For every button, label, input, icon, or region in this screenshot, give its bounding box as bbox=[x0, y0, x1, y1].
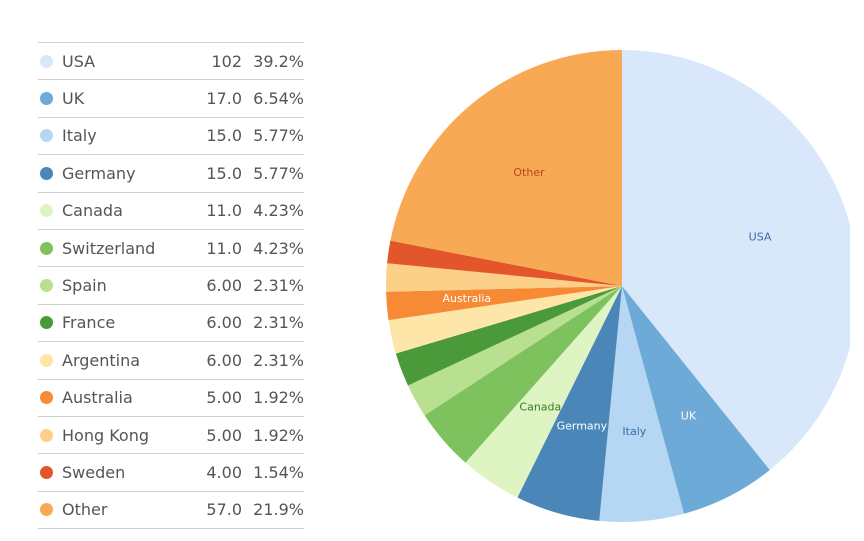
pie-slice-france[interactable] bbox=[395, 286, 622, 386]
legend-row[interactable]: Hong Kong 5.00 1.92% bbox=[38, 416, 304, 455]
pie-slice-sweden[interactable] bbox=[387, 240, 622, 286]
legend-value: 11.0 bbox=[182, 229, 242, 268]
legend-swatch bbox=[40, 241, 53, 255]
legend-row[interactable]: Italy 15.0 5.77% bbox=[38, 117, 304, 156]
pie-slices bbox=[386, 50, 850, 523]
legend-swatch bbox=[40, 129, 53, 143]
slice-label-uk: UK bbox=[681, 409, 697, 422]
pie-slice-usa[interactable] bbox=[622, 50, 850, 470]
legend-percent: 1.92% bbox=[242, 416, 304, 455]
legend-value: 15.0 bbox=[182, 154, 242, 193]
legend-percent: 6.54% bbox=[242, 79, 304, 118]
pie-slice-uk[interactable] bbox=[622, 286, 770, 514]
legend-swatch bbox=[40, 166, 53, 180]
legend-row[interactable]: Argentina 6.00 2.31% bbox=[38, 341, 304, 380]
legend-row[interactable]: UK 17.0 6.54% bbox=[38, 79, 304, 118]
legend-row[interactable]: Switzerland 11.0 4.23% bbox=[38, 229, 304, 268]
legend-label: Argentina bbox=[62, 341, 182, 380]
legend-row[interactable]: Germany 15.0 5.77% bbox=[38, 154, 304, 193]
legend-percent: 2.31% bbox=[242, 341, 304, 380]
legend-percent: 1.54% bbox=[242, 453, 304, 492]
legend-percent: 21.9% bbox=[242, 491, 304, 530]
pie-slice-spain[interactable] bbox=[407, 286, 622, 416]
legend-label: Spain bbox=[62, 266, 182, 305]
legend-percent: 2.31% bbox=[242, 304, 304, 343]
pie-chart: USA UK Italy Germany Canada Australia Other bbox=[386, 50, 850, 523]
pie-slice-other[interactable] bbox=[390, 50, 622, 286]
legend-value: 5.00 bbox=[182, 379, 242, 417]
legend-percent: 4.23% bbox=[242, 229, 304, 268]
legend-row[interactable]: Other 57.0 21.9% bbox=[38, 491, 304, 530]
pie-labels: USA UK Italy Germany Canada Australia Other bbox=[442, 166, 771, 438]
slice-label-germany: Germany bbox=[557, 420, 608, 433]
legend-percent: 2.31% bbox=[242, 266, 304, 305]
legend-swatch bbox=[40, 279, 53, 293]
legend-row[interactable]: USA 102 39.2% bbox=[38, 42, 304, 81]
legend-label: Canada bbox=[62, 192, 182, 230]
legend-swatch bbox=[40, 54, 53, 68]
legend-row[interactable]: Canada 11.0 4.23% bbox=[38, 192, 304, 230]
legend-swatch bbox=[40, 92, 53, 106]
legend-value: 6.00 bbox=[182, 304, 242, 343]
legend-label: Italy bbox=[62, 117, 182, 156]
legend-value: 11.0 bbox=[182, 192, 242, 230]
legend-label: Switzerland bbox=[62, 229, 182, 268]
legend-percent: 4.23% bbox=[242, 192, 304, 230]
legend-table: USA 102 39.2% UK 17.0 6.54% Italy 15.0 5.77% Germ… bbox=[38, 42, 304, 530]
legend-value: 57.0 bbox=[182, 491, 242, 530]
legend-swatch bbox=[40, 391, 53, 405]
legend-swatch bbox=[40, 503, 53, 517]
pie-slice-hong-kong[interactable] bbox=[386, 263, 622, 292]
legend-row[interactable]: Sweden 4.00 1.54% bbox=[38, 453, 304, 492]
pie-slice-argentina[interactable] bbox=[388, 286, 622, 354]
slice-label-italy: Italy bbox=[622, 425, 646, 438]
legend-swatch bbox=[40, 465, 53, 479]
legend-swatch bbox=[40, 353, 53, 367]
legend-label: Hong Kong bbox=[62, 416, 182, 455]
legend-value: 17.0 bbox=[182, 79, 242, 118]
legend-label: France bbox=[62, 304, 182, 343]
legend-row[interactable]: Australia 5.00 1.92% bbox=[38, 379, 304, 417]
pie-slice-switzerland[interactable] bbox=[424, 286, 622, 463]
legend-value: 15.0 bbox=[182, 117, 242, 156]
slice-label-other: Other bbox=[513, 166, 545, 179]
legend-percent: 5.77% bbox=[242, 154, 304, 193]
legend-percent: 1.92% bbox=[242, 379, 304, 417]
legend-label: USA bbox=[62, 42, 182, 81]
pie-slice-germany[interactable] bbox=[517, 286, 622, 521]
slice-label-australia: Australia bbox=[442, 292, 491, 305]
slice-label-usa: USA bbox=[749, 230, 772, 243]
legend-label: Other bbox=[62, 491, 182, 530]
pie-slice-canada[interactable] bbox=[465, 286, 623, 498]
legend-value: 6.00 bbox=[182, 266, 242, 305]
legend-label: Sweden bbox=[62, 453, 182, 492]
legend-body: USA 102 39.2% UK 17.0 6.54% Italy 15.0 5.77% Germ… bbox=[38, 42, 304, 530]
legend-value: 6.00 bbox=[182, 341, 242, 380]
legend-row[interactable]: Spain 6.00 2.31% bbox=[38, 266, 304, 305]
legend-percent: 39.2% bbox=[242, 42, 304, 81]
pie-slice-italy[interactable] bbox=[599, 286, 684, 523]
legend-swatch bbox=[40, 428, 53, 442]
legend-label: UK bbox=[62, 79, 182, 118]
legend-swatch bbox=[40, 204, 53, 218]
pie-slice-australia[interactable] bbox=[386, 286, 622, 321]
legend-label: Australia bbox=[62, 379, 182, 417]
legend-label: Germany bbox=[62, 154, 182, 193]
slice-label-canada: Canada bbox=[519, 400, 561, 413]
legend-value: 4.00 bbox=[182, 453, 242, 492]
legend-percent: 5.77% bbox=[242, 117, 304, 156]
legend-swatch bbox=[40, 316, 53, 330]
legend-value: 5.00 bbox=[182, 416, 242, 455]
legend-value: 102 bbox=[182, 42, 242, 81]
legend-row[interactable]: France 6.00 2.31% bbox=[38, 304, 304, 343]
